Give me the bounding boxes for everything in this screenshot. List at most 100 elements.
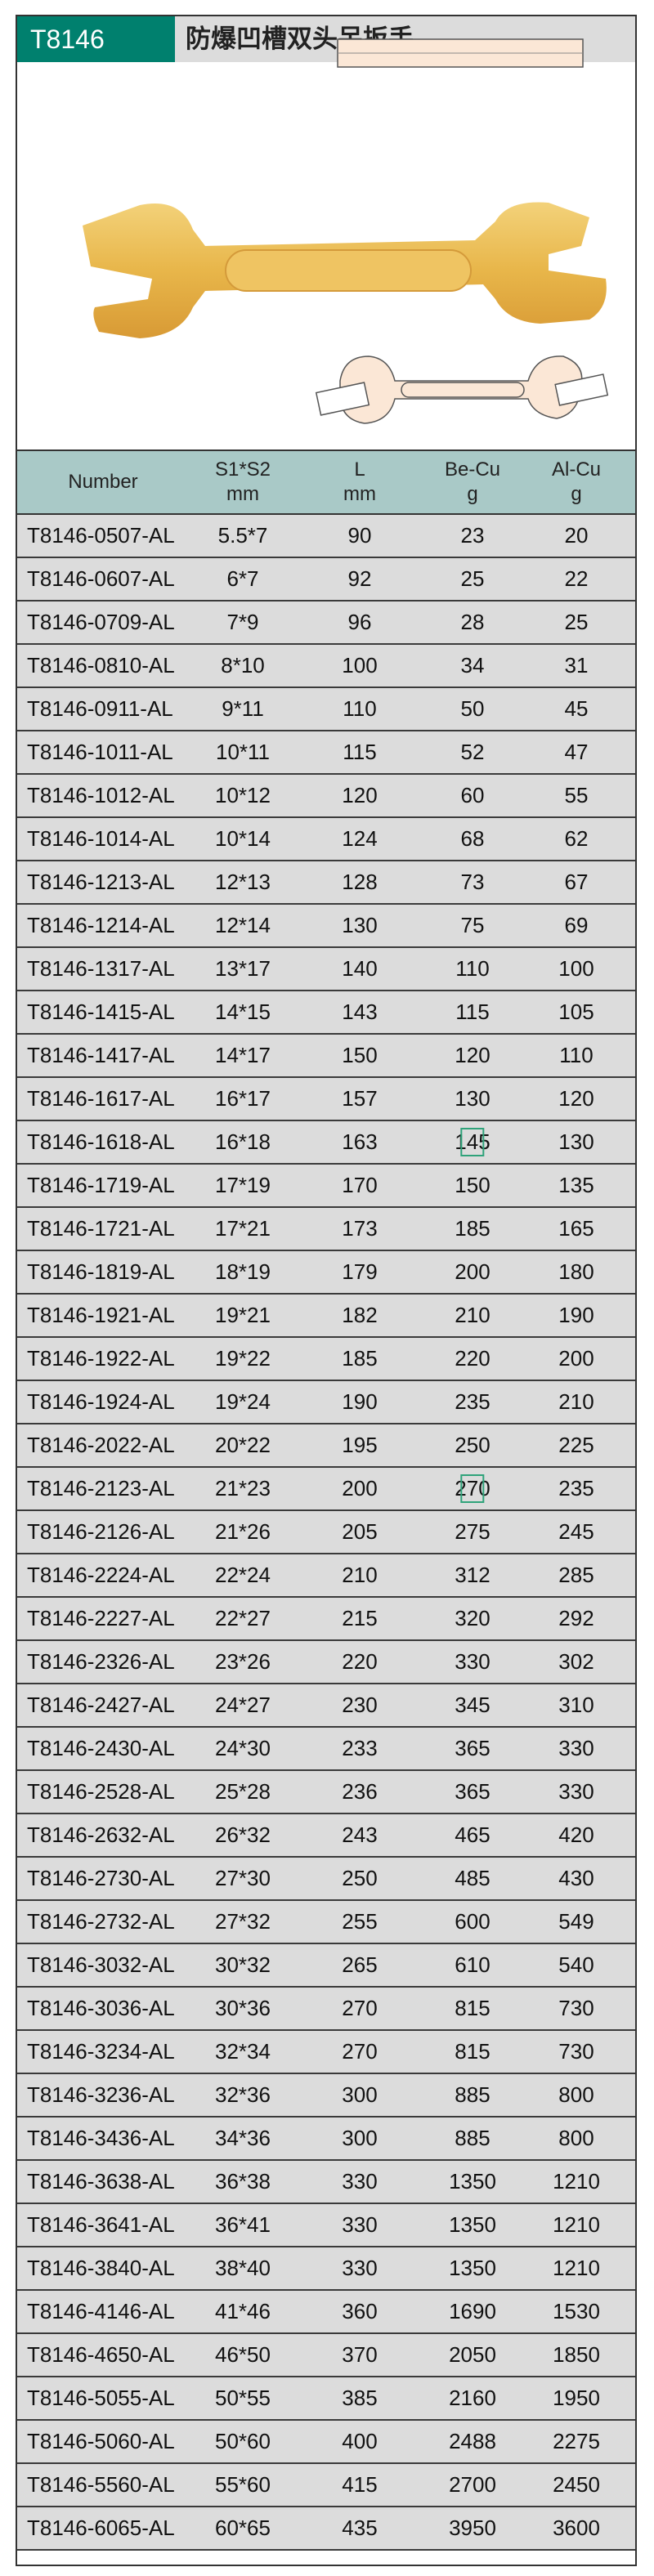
cell-becu: 485 [455, 1866, 490, 1890]
header-unit: g [571, 483, 582, 505]
table-row: T8146-2126-AL 21*26 205 275 245 [17, 1511, 635, 1554]
cell-number: T8146-1014-AL [27, 826, 175, 851]
cell-length: 265 [342, 1952, 378, 1977]
header-label: L [354, 458, 365, 481]
cell-length: 195 [342, 1433, 378, 1457]
cell-size: 18*19 [215, 1259, 271, 1284]
cell-size: 24*27 [215, 1693, 271, 1717]
table-row: T8146-2430-AL 24*30 233 365 330 [17, 1728, 635, 1771]
cell-size: 21*26 [215, 1519, 271, 1544]
cell-size: 36*41 [215, 2212, 271, 2237]
cell-size: 12*13 [215, 870, 271, 894]
cell-becu: 610 [455, 1952, 490, 1977]
cell-number: T8146-1921-AL [27, 1303, 175, 1327]
cell-length: 92 [347, 566, 372, 591]
cell-becu: 1350 [449, 2256, 496, 2280]
table-row: T8146-2326-AL 23*26 220 330 302 [17, 1641, 635, 1684]
header-unit: g [467, 483, 478, 505]
cell-alcu: 330 [558, 1779, 594, 1804]
table-row: T8146-3032-AL 30*32 265 610 540 [17, 1944, 635, 1988]
cell-alcu: 135 [558, 1173, 594, 1197]
cell-alcu: 2275 [553, 2429, 600, 2453]
cell-size: 27*32 [215, 1909, 271, 1934]
cell-becu: 68 [460, 826, 485, 851]
cell-number: T8146-2224-AL [27, 1563, 175, 1587]
cell-length: 190 [342, 1389, 378, 1414]
cell-becu: 235 [455, 1389, 490, 1414]
cell-size: 19*24 [215, 1389, 271, 1414]
wrench-drawing-top [315, 356, 609, 424]
cell-alcu: 730 [558, 1996, 594, 2020]
cell-length: 300 [342, 2126, 378, 2150]
table-row: T8146-1921-AL 19*21 182 210 190 [17, 1295, 635, 1338]
cell-number: T8146-2227-AL [27, 1606, 175, 1630]
cell-number: T8146-3436-AL [27, 2126, 175, 2150]
cell-size: 17*21 [215, 1216, 271, 1241]
header-alcu: Al-Cu g [535, 451, 617, 513]
table-row: T8146-6065-AL 60*65 435 3950 3600 [17, 2507, 635, 2551]
cell-becu: 815 [455, 2039, 490, 2064]
cell-length: 330 [342, 2256, 378, 2280]
cell-becu: 2160 [449, 2386, 496, 2410]
wrench-photo [83, 202, 607, 338]
cell-alcu: 47 [564, 740, 589, 764]
table-row: T8146-1317-AL 13*17 140 110 100 [17, 948, 635, 991]
cell-alcu: 1210 [553, 2212, 600, 2237]
cell-size: 8*10 [221, 653, 265, 678]
cell-number: T8146-2123-AL [27, 1476, 175, 1500]
cell-length: 220 [342, 1649, 378, 1674]
cell-length: 143 [342, 1000, 378, 1024]
cell-becu: 110 [455, 956, 490, 981]
cell-size: 10*11 [215, 740, 271, 764]
cell-length: 370 [342, 2342, 378, 2367]
cell-becu: 2050 [449, 2342, 496, 2367]
cell-number: T8146-4146-AL [27, 2299, 175, 2323]
table-row: T8146-2022-AL 20*22 195 250 225 [17, 1424, 635, 1468]
cell-alcu: 110 [559, 1043, 594, 1067]
cell-length: 250 [342, 1866, 378, 1890]
cell-size: 24*30 [215, 1736, 271, 1760]
cell-becu: 250 [455, 1433, 490, 1457]
table-body: T8146-0507-AL 5.5*7 90 23 20 T8146-0607-AL 6*7… [17, 515, 635, 2551]
cell-size: 30*36 [215, 1996, 271, 2020]
cell-becu: 73 [460, 870, 485, 894]
cell-alcu: 1850 [553, 2342, 600, 2367]
table-row: T8146-1415-AL 14*15 143 115 105 [17, 991, 635, 1035]
cell-length: 90 [347, 523, 372, 548]
cell-number: T8146-1617-AL [27, 1086, 175, 1111]
cell-length: 170 [342, 1173, 378, 1197]
cell-size: 13*17 [215, 956, 271, 981]
cell-alcu: 55 [564, 783, 589, 807]
wrench-side-view [337, 38, 584, 68]
cell-size: 34*36 [215, 2126, 271, 2150]
cell-becu: 120 [455, 1043, 490, 1067]
cell-alcu: 310 [558, 1693, 594, 1717]
cell-size: 10*14 [215, 826, 271, 851]
cell-length: 96 [347, 610, 372, 634]
cell-becu: 75 [460, 913, 485, 937]
table-row: T8146-2123-AL 21*23 200 270 235 [17, 1468, 635, 1511]
cell-becu: 185 [455, 1216, 490, 1241]
cell-becu: 130 [455, 1086, 490, 1111]
cell-becu: 2700 [449, 2472, 496, 2497]
cell-size: 19*22 [215, 1346, 271, 1371]
cell-alcu: 190 [558, 1303, 594, 1327]
cell-length: 415 [342, 2472, 378, 2497]
cell-alcu: 430 [558, 1866, 594, 1890]
cell-size: 46*50 [215, 2342, 271, 2367]
cell-becu: 885 [455, 2126, 490, 2150]
cell-length: 163 [342, 1129, 378, 1154]
cell-length: 157 [342, 1086, 378, 1111]
cell-number: T8146-2430-AL [27, 1736, 175, 1760]
cell-becu: 34 [460, 653, 485, 678]
cell-number: T8146-1214-AL [27, 913, 175, 937]
cell-number: T8146-1922-AL [27, 1346, 175, 1371]
cell-alcu: 67 [564, 870, 589, 894]
cell-alcu: 20 [564, 523, 589, 548]
cell-size: 19*21 [215, 1303, 271, 1327]
cell-number: T8146-2528-AL [27, 1779, 175, 1804]
cell-length: 255 [342, 1909, 378, 1934]
cell-becu: 28 [460, 610, 485, 634]
table-row: T8146-0607-AL 6*7 92 25 22 [17, 558, 635, 602]
